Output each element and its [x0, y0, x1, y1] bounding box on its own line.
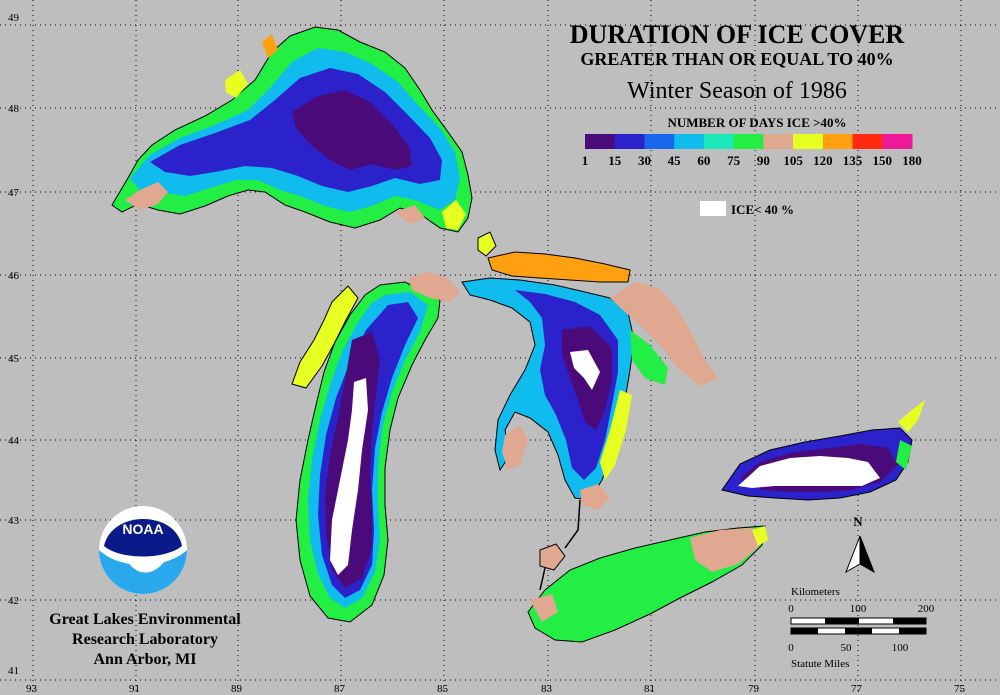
legend-swatch: [882, 134, 913, 149]
legend-tick-label: 135: [843, 153, 863, 168]
legend-swatch: [733, 134, 764, 149]
lon-label: 77: [851, 683, 863, 695]
scale-km-tick: 100: [850, 603, 867, 615]
legend-swatch: [614, 134, 645, 149]
scale-km-tick: 200: [918, 603, 935, 615]
lat-label: 45: [8, 353, 20, 365]
org-line-3: Ann Arbor, MI: [94, 651, 197, 668]
legend-tick-label: 30: [638, 153, 651, 168]
lat-label: 48: [8, 103, 20, 115]
lake-ontario: [721, 400, 925, 501]
lon-label: 93: [26, 683, 38, 695]
north-channel: [477, 231, 631, 283]
north-label: N: [853, 514, 863, 529]
legend-tick-label: 60: [697, 153, 710, 168]
legend-swatch: [674, 134, 705, 149]
lon-label: 75: [954, 683, 966, 695]
map-title: DURATION OF ICE COVER: [570, 20, 905, 49]
scale-km-label: Kilometers: [791, 586, 840, 598]
legend-swatch: [644, 134, 675, 149]
legend-white-swatch: [700, 201, 726, 216]
legend-tick-label: 45: [668, 153, 682, 168]
lake-superior: [111, 26, 473, 233]
legend-tick-label: 120: [813, 153, 833, 168]
lon-label: 81: [644, 683, 655, 695]
season-label: Winter Season of 1986: [627, 78, 847, 104]
org-line-1: Great Lakes Environmental: [49, 611, 241, 628]
noaa-logo: NOAA: [99, 506, 187, 594]
legend-heading: NUMBER OF DAYS ICE >40%: [667, 115, 846, 130]
lon-label: 85: [437, 683, 449, 695]
lat-label: 41: [8, 665, 19, 677]
legend-swatch: [822, 134, 854, 149]
legend-tick-label: 1: [582, 153, 589, 168]
longitude-labels: 93 91 89 87 85 83 81 79 77 75: [26, 683, 966, 695]
noaa-logo-text: NOAA: [122, 521, 163, 537]
legend-tick-label: 150: [873, 153, 893, 168]
lon-label: 89: [231, 683, 243, 695]
legend-tick-label: 105: [783, 153, 803, 168]
latitude-labels: 49 48 47 46 45 44 43 42 41: [8, 12, 20, 677]
lake-st-clair: [539, 543, 566, 571]
legend-swatch: [852, 134, 883, 149]
lat-label: 46: [8, 270, 20, 282]
scale-bar: Kilometers 0 100 200 0 50 100 Statute Mi…: [788, 586, 935, 670]
lat-label: 44: [8, 435, 20, 447]
scale-mi-tick: 0: [788, 642, 794, 654]
legend-swatch: [585, 134, 616, 149]
lake-huron: [461, 277, 718, 510]
north-arrow: N: [845, 514, 875, 574]
lat-label: 42: [8, 595, 19, 607]
org-line-2: Research Laboratory: [72, 631, 218, 648]
scale-mi-label: Statute Miles: [791, 658, 849, 670]
legend-ticks: 1 15 30 45 60 75 90 105 120 135 150 180: [582, 153, 922, 168]
legend-white-label: ICE< 40 %: [731, 202, 794, 217]
lake-michigan: [291, 272, 460, 623]
lon-label: 87: [334, 683, 346, 695]
scale-mi-tick: 50: [841, 642, 853, 654]
legend-tick-label: 180: [902, 153, 922, 168]
legend-swatch: [763, 134, 794, 149]
legend-tick-label: 75: [727, 153, 741, 168]
legend-swatch: [703, 134, 735, 149]
scale-mi-tick: 100: [892, 642, 909, 654]
lat-label: 49: [8, 12, 20, 24]
lake-erie: [527, 525, 768, 643]
lon-label: 79: [748, 683, 760, 695]
lat-label: 47: [8, 187, 20, 199]
st-clair-river: [564, 499, 581, 549]
legend-tick-label: 15: [608, 153, 622, 168]
lat-label: 43: [8, 515, 20, 527]
legend-swatch: [793, 134, 824, 149]
map-subtitle: GREATER THAN OR EQUAL TO 40%: [580, 49, 893, 69]
detroit-river: [539, 567, 546, 591]
legend-tick-label: 90: [757, 153, 770, 168]
lon-label: 83: [541, 683, 553, 695]
scale-km-tick: 0: [788, 603, 794, 615]
legend: NUMBER OF DAYS ICE >40% 1 15 30 45 60 75 90 105…: [582, 115, 922, 217]
lon-label: 91: [129, 683, 140, 695]
legend-swatches: [585, 134, 913, 149]
